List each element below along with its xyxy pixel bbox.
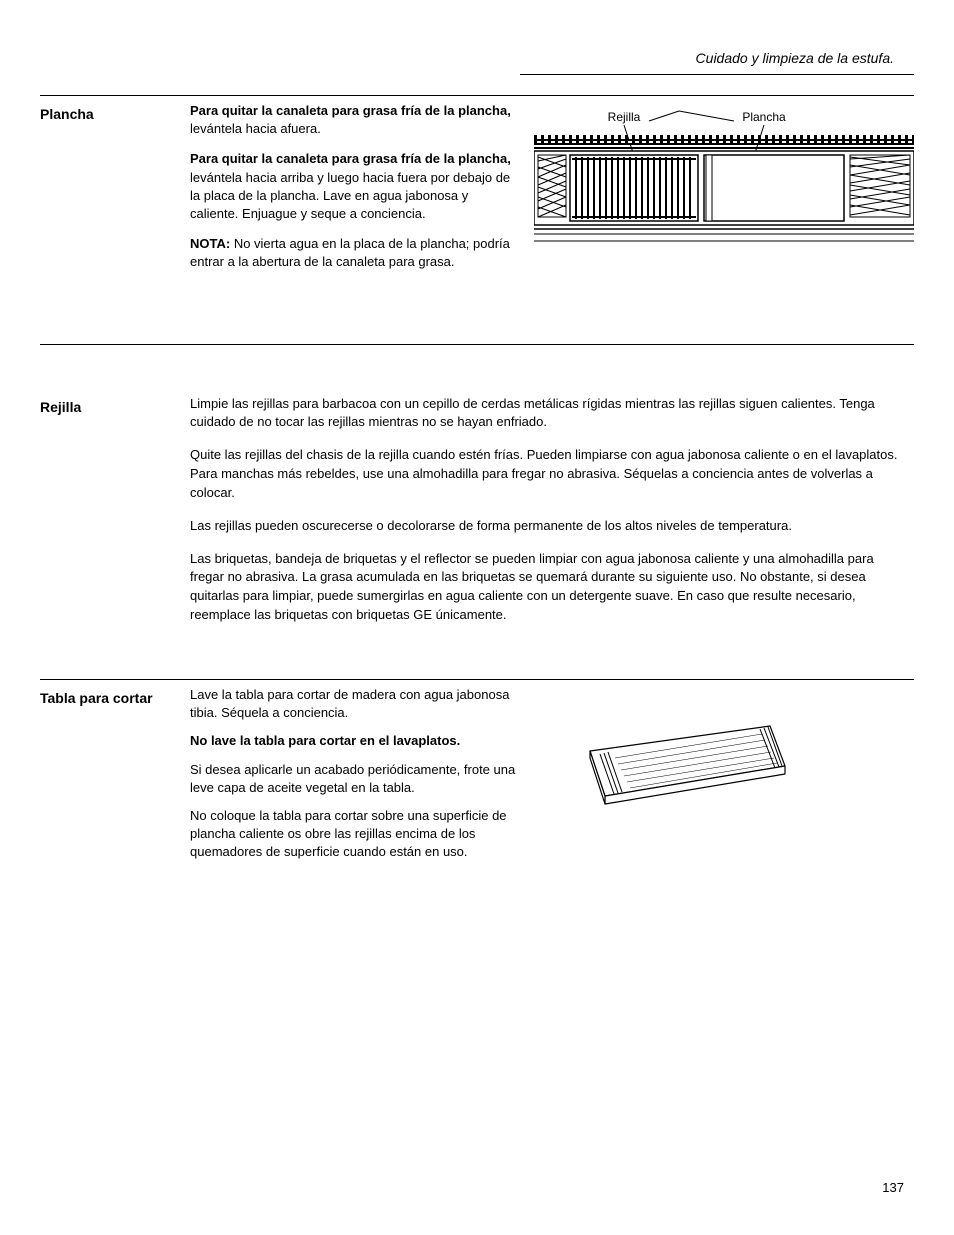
section1-note-text: No vierta agua en la placa de la plancha… xyxy=(190,236,510,269)
section1-p1-rest: levántela hacia afuera. xyxy=(190,121,321,136)
section3-p2: No lave la tabla para cortar en el lavap… xyxy=(190,732,540,750)
section2-p3: Las rejillas pueden oscurecerse o decolo… xyxy=(190,517,910,536)
section2-p4: Las briquetas, bandeja de briquetas y el… xyxy=(190,550,910,625)
section1-label: Plancha xyxy=(40,102,170,344)
section3-p4: No coloque la tabla para cortar sobre un… xyxy=(190,807,540,862)
page-number: 137 xyxy=(882,1180,904,1195)
cutting-board-diagram xyxy=(560,686,800,826)
header-rule xyxy=(520,74,914,75)
callout-griddle-label: Plancha xyxy=(742,110,786,124)
section1-p1-bold: Para quitar la canaleta para grasa fría … xyxy=(190,103,511,118)
section2-rule xyxy=(40,344,914,345)
section2-p1: Limpie las rejillas para barbacoa con un… xyxy=(190,395,910,433)
section3-p1: Lave la tabla para cortar de madera con … xyxy=(190,686,540,722)
section3-p3: Si desea aplicarle un acabado periódicam… xyxy=(190,761,540,797)
callout-grill-label: Rejilla xyxy=(608,110,641,124)
section1-p2-rest: levántela hacia arriba y luego hacia fue… xyxy=(190,170,510,221)
cooktop-diagram: Rejilla Plancha xyxy=(534,102,914,282)
section3-body: Lave la tabla para cortar de madera con … xyxy=(190,686,540,872)
section3-label: Tabla para cortar xyxy=(40,686,170,872)
section2-body: Limpie las rejillas para barbacoa con un… xyxy=(190,395,910,639)
page-header: Cuidado y limpieza de la estufa. xyxy=(40,50,914,66)
section1-body: Para quitar la canaleta para grasa fría … xyxy=(190,102,514,284)
section1-rule xyxy=(40,95,914,96)
section2-p2: Quite las rejillas del chasis de la reji… xyxy=(190,446,910,503)
section1-note-label: NOTA: xyxy=(190,236,230,251)
section3-rule xyxy=(40,679,914,680)
section2-label: Rejilla xyxy=(40,395,170,639)
section1-p2-bold: Para quitar la canaleta para grasa fría … xyxy=(190,151,511,166)
